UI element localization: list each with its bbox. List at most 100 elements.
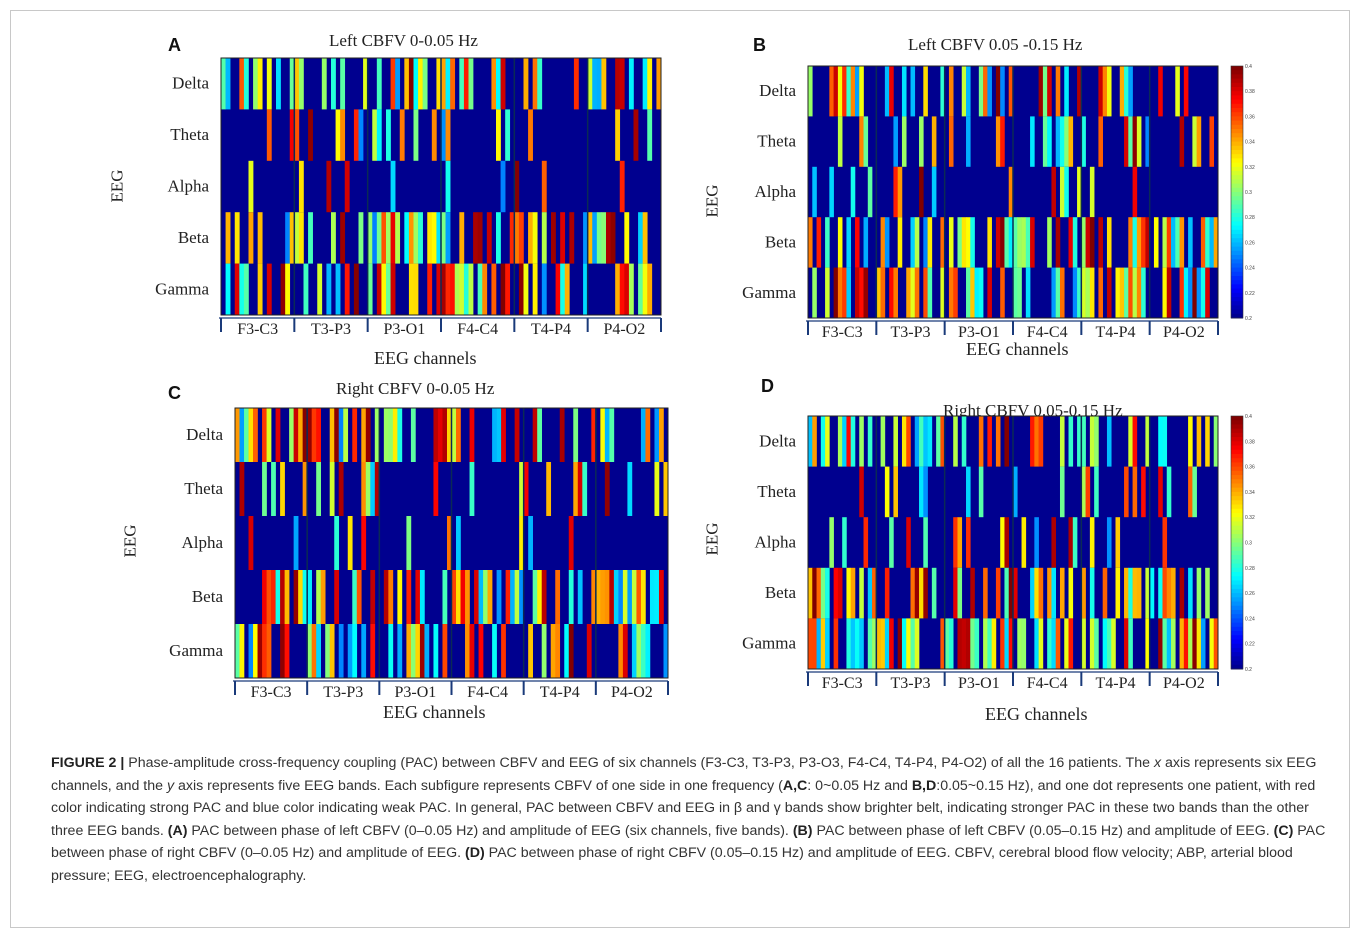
- heatmap-cell: [491, 58, 497, 110]
- heatmap-cell: [1183, 66, 1189, 117]
- heatmap-cell: [528, 212, 533, 264]
- heatmap-cell: [492, 624, 497, 678]
- heatmap-cell: [837, 66, 843, 117]
- heatmap-cell: [940, 217, 945, 268]
- heatmap-cell: [940, 618, 945, 669]
- heatmap-cell: [316, 408, 321, 462]
- heatmap-cell: [275, 570, 281, 624]
- heatmap-cell: [884, 466, 890, 518]
- heatmap-cell: [842, 267, 847, 318]
- colorbar-step: [1231, 517, 1243, 522]
- colorbar-step: [1231, 555, 1243, 560]
- heatmap-cell: [1013, 567, 1018, 619]
- colorbar-step: [1231, 284, 1243, 290]
- heatmap-cell: [445, 160, 451, 213]
- heatmap-cell: [1196, 267, 1202, 318]
- channel-label: F3-C3: [822, 675, 863, 692]
- heatmap-cell: [983, 618, 988, 669]
- caption-bold: (B): [792, 822, 813, 839]
- heatmap-cell: [441, 212, 446, 264]
- heatmap-cell: [910, 66, 916, 117]
- heatmap-cell: [381, 212, 387, 264]
- heatmap-cell: [564, 624, 570, 678]
- colorbar-step: [1231, 512, 1243, 518]
- heatmap-cell: [320, 570, 326, 624]
- colorbar-step: [1231, 250, 1243, 256]
- heatmap-cell: [1004, 217, 1010, 268]
- heatmap-cell: [340, 58, 346, 110]
- colorbar-step: [1231, 238, 1243, 243]
- heatmap-cell: [1089, 267, 1095, 318]
- heatmap-cell: [555, 263, 561, 315]
- colorbar-step: [1231, 171, 1243, 176]
- heatmap-cell: [445, 58, 451, 110]
- heatmap-cell: [338, 462, 344, 516]
- colorbar-tick-label: 0.4: [1245, 64, 1252, 70]
- heatmap-cell: [392, 408, 398, 462]
- heatmap-cell: [613, 570, 619, 624]
- heatmap-cell: [1111, 618, 1116, 669]
- heatmap-cell: [532, 58, 538, 110]
- heatmap-cell: [486, 212, 492, 264]
- band-label: Beta: [765, 583, 797, 602]
- panel-letter: C: [168, 383, 181, 403]
- heatmap-cell: [445, 109, 451, 161]
- colorbar-step: [1231, 246, 1243, 252]
- colorbar-tick-label: 0.32: [1245, 515, 1255, 521]
- heatmap-cell: [1158, 466, 1163, 518]
- heatmap-cell: [927, 217, 933, 268]
- colorbar-step: [1231, 196, 1243, 201]
- heatmap-cell: [1166, 466, 1172, 518]
- heatmap-cell: [363, 58, 368, 110]
- heatmap-cell: [221, 58, 226, 110]
- caption-bold: (D): [465, 845, 485, 861]
- heatmap-cell: [1115, 267, 1121, 318]
- heatmap-cell: [889, 66, 894, 117]
- heatmap-cell: [1128, 618, 1133, 669]
- colorbar-step: [1231, 470, 1243, 476]
- colorbar-step: [1231, 588, 1243, 594]
- heatmap-cell: [442, 408, 448, 462]
- heatmap-cell: [966, 517, 971, 568]
- heatmap-cell: [919, 166, 924, 218]
- heatmap-cell: [636, 624, 642, 678]
- heatmap-cell: [1162, 416, 1168, 467]
- heatmap-cell: [893, 166, 898, 218]
- heatmap-cell: [1034, 567, 1039, 619]
- heatmap-cell: [1055, 66, 1061, 117]
- colorbar-step: [1231, 538, 1243, 543]
- caption-italic-y: y: [166, 777, 175, 794]
- heatmap-cell: [500, 58, 506, 110]
- heatmap-cell: [367, 212, 373, 264]
- heatmap-cell: [302, 462, 308, 516]
- heatmap-cell: [618, 624, 624, 678]
- heatmap-cell: [352, 570, 358, 624]
- heatmap-cell: [514, 408, 520, 462]
- heatmap-cell: [519, 462, 524, 516]
- heatmap-cell: [298, 570, 303, 624]
- colorbar-step: [1231, 487, 1243, 493]
- channel-label: F4-C4: [457, 321, 498, 338]
- heatmap-cell: [316, 462, 321, 516]
- heatmap-cell: [859, 267, 864, 318]
- colorbar-step: [1231, 475, 1243, 480]
- heatmap-cell: [622, 570, 628, 624]
- heatmap-cell: [893, 466, 898, 518]
- heatmap-cell: [523, 462, 529, 516]
- heatmap-cell: [631, 570, 637, 624]
- colorbar-tick-label: 0.24: [1245, 266, 1255, 272]
- heatmap-cell: [1008, 618, 1014, 669]
- heatmap-cell: [837, 267, 843, 318]
- heatmap-cell: [266, 408, 272, 462]
- heatmap-cell: [1141, 267, 1146, 318]
- colorbar-tick-label: 0.38: [1245, 439, 1255, 445]
- heatmap-cell: [1132, 116, 1138, 167]
- heatmap-cell: [253, 58, 258, 110]
- heatmap-cell: [1081, 416, 1086, 467]
- heatmap-cell: [1089, 217, 1095, 268]
- colorbar-step: [1231, 652, 1243, 657]
- channel-label: F3-C3: [822, 324, 863, 341]
- heatmap-cell: [1089, 416, 1095, 467]
- heatmap-cell: [1098, 267, 1103, 318]
- colorbar-step: [1231, 154, 1243, 159]
